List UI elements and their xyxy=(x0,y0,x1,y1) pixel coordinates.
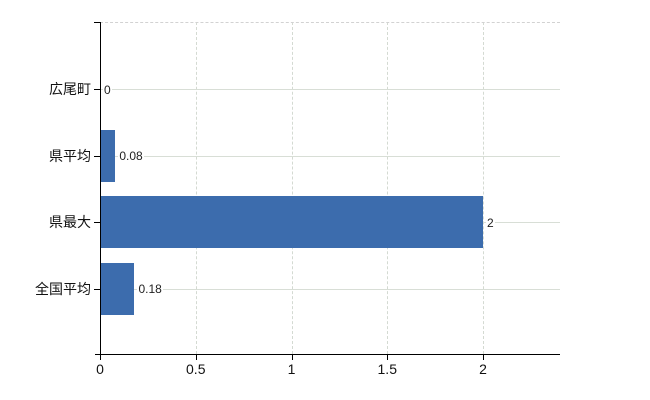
plot-area: 0 0.08 2 0.18 xyxy=(100,22,560,354)
x-axis-tick xyxy=(195,355,197,360)
x-axis-tick-label: 2 xyxy=(479,361,487,377)
v-gridline xyxy=(483,22,484,354)
category-tick xyxy=(94,89,100,90)
x-axis-tick xyxy=(483,355,484,360)
category-label: 県最大 xyxy=(49,214,91,230)
x-axis-tick xyxy=(291,355,293,360)
category-tick xyxy=(94,288,100,290)
chart-bar xyxy=(100,196,483,248)
category-tick xyxy=(94,222,100,223)
x-axis-tick xyxy=(100,355,101,360)
y-axis-line xyxy=(100,22,101,355)
h-gridline xyxy=(100,288,560,290)
y-axis-top-tick xyxy=(94,22,100,23)
x-axis-tick-label: 0.5 xyxy=(186,361,206,377)
category-label: 広尾町 xyxy=(49,81,91,97)
category-label: 県平均 xyxy=(49,147,91,164)
value-label: 0.08 xyxy=(118,149,144,163)
v-gridline xyxy=(291,22,293,354)
x-axis-line xyxy=(95,354,560,355)
h-gridline xyxy=(100,155,560,157)
x-axis-tick-label: 0 xyxy=(96,361,104,377)
chart-bar xyxy=(100,262,135,315)
plot-top-border xyxy=(100,22,560,23)
value-label: 0 xyxy=(103,82,112,97)
value-label: 2 xyxy=(486,215,495,230)
h-gridline xyxy=(100,89,560,90)
chart-bar xyxy=(100,129,116,182)
v-gridline xyxy=(195,22,197,354)
v-gridline xyxy=(387,22,389,354)
category-tick xyxy=(94,155,100,157)
x-axis-tick-label: 1.5 xyxy=(377,361,397,377)
category-label: 全国平均 xyxy=(35,280,91,297)
value-label: 0.18 xyxy=(137,282,163,296)
x-axis-tick-label: 1 xyxy=(287,361,296,377)
x-axis-tick xyxy=(387,355,389,360)
